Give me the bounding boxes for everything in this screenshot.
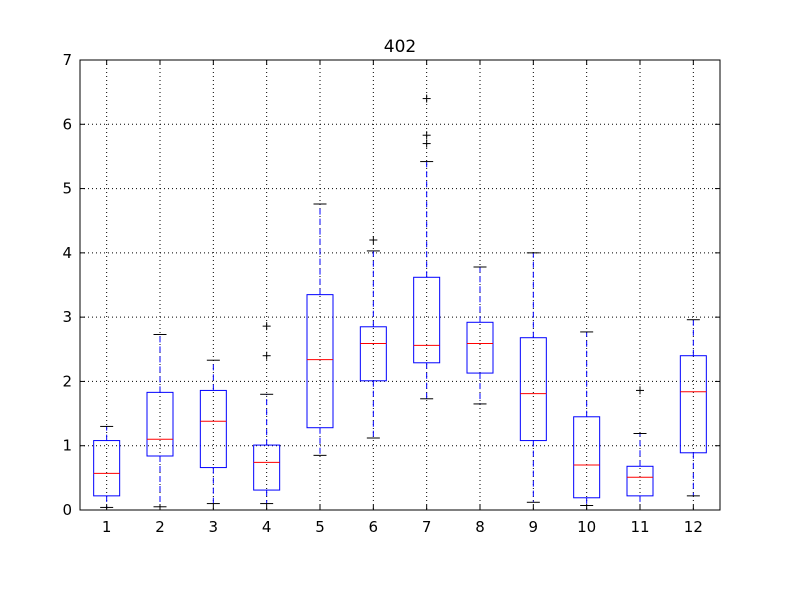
x-tick-label: 12 (684, 518, 703, 536)
box-9 (519, 252, 547, 503)
box-body (679, 355, 707, 454)
box-3 (199, 359, 227, 505)
box-5 (306, 203, 334, 456)
y-tick-label: 1 (62, 437, 72, 455)
x-tick-label: 2 (155, 518, 165, 536)
box-10 (573, 331, 601, 506)
y-tick-label: 5 (62, 180, 72, 198)
x-tick-label: 3 (209, 518, 219, 536)
box-6 (359, 236, 387, 439)
flier-marker (636, 386, 644, 395)
y-tick-label: 2 (62, 372, 72, 390)
box-body (359, 326, 387, 382)
flier-marker (369, 236, 378, 244)
x-tick-label: 10 (577, 518, 596, 536)
plot-frame (79, 59, 721, 511)
box-body (573, 416, 601, 499)
x-tick-label: 6 (369, 518, 379, 536)
box-body (466, 321, 494, 374)
chart-title: 402 (384, 37, 416, 57)
box-4 (253, 322, 281, 505)
box-body (146, 391, 174, 457)
flier-marker (262, 322, 271, 331)
box-layer (93, 94, 707, 511)
flier-marker (422, 94, 431, 103)
flier-marker (262, 351, 271, 360)
grid-layer (80, 60, 720, 510)
y-tick-label: 0 (62, 501, 72, 519)
y-tick-label: 4 (62, 244, 72, 262)
flier-marker (422, 139, 431, 148)
x-tick-label: 4 (262, 518, 272, 536)
x-tick-label: 7 (422, 518, 432, 536)
box-body (199, 389, 227, 469)
x-tick-label: 1 (102, 518, 112, 536)
x-tick-label: 9 (529, 518, 539, 536)
box-body (253, 444, 281, 491)
box-body (626, 465, 654, 497)
flier-marker (422, 131, 431, 140)
y-tick-label: 6 (62, 115, 72, 133)
x-tick-label: 5 (315, 518, 325, 536)
box-body (306, 294, 334, 429)
x-tick-label: 11 (630, 518, 649, 536)
x-tick-label: 8 (475, 518, 485, 536)
box-7 (413, 94, 441, 400)
box-body (519, 337, 547, 442)
box-12 (679, 319, 707, 497)
box-body (413, 276, 441, 364)
y-tick-label: 7 (62, 51, 72, 69)
box-1 (93, 425, 121, 508)
box-body (93, 440, 121, 497)
box-8 (466, 266, 494, 405)
y-tick-label: 3 (62, 308, 72, 326)
